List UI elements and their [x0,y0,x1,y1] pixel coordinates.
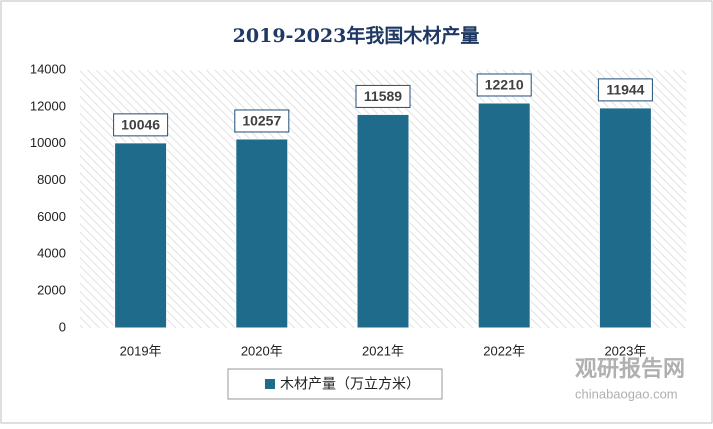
x-tick-label: 2022年 [483,343,525,358]
y-tick-label: 8000 [37,172,66,187]
value-label: 10257 [242,113,281,129]
y-tick-label: 6000 [37,209,66,224]
value-label-box [234,109,290,133]
x-tick-label: 2019年 [120,343,162,358]
value-label-box [476,73,532,97]
bar [235,138,289,329]
x-tick-label: 2023年 [604,343,646,358]
bar [114,142,168,329]
value-label: 12210 [485,77,524,93]
x-tick-label: 2021年 [362,343,404,358]
y-tick-label: 2000 [37,283,66,298]
legend-swatch [265,379,275,389]
bar [356,113,410,329]
value-label: 10046 [121,117,160,133]
value-label: 11944 [606,82,644,98]
value-label-box [355,84,411,108]
value-label-box [597,78,653,102]
value-label-box [113,113,169,137]
value-label: 11589 [364,88,402,104]
y-tick-label: 10000 [30,135,66,150]
watermark-name: 观研报告网 [575,356,685,381]
y-tick-label: 4000 [37,246,66,261]
chart-title: 2019-2023年我国木材产量 [233,24,480,47]
legend-label: 木材产量（万立方米） [280,376,420,392]
y-tick-label: 12000 [30,98,66,113]
x-tick-label: 2020年 [241,343,283,358]
bar [598,107,652,329]
bar [477,102,531,329]
y-tick-label: 0 [59,319,66,334]
legend: 木材产量（万立方米） [227,368,443,400]
legend-box [227,368,443,400]
y-tick-label: 14000 [30,61,66,76]
watermark-url: chinabaogao.com [575,386,678,401]
